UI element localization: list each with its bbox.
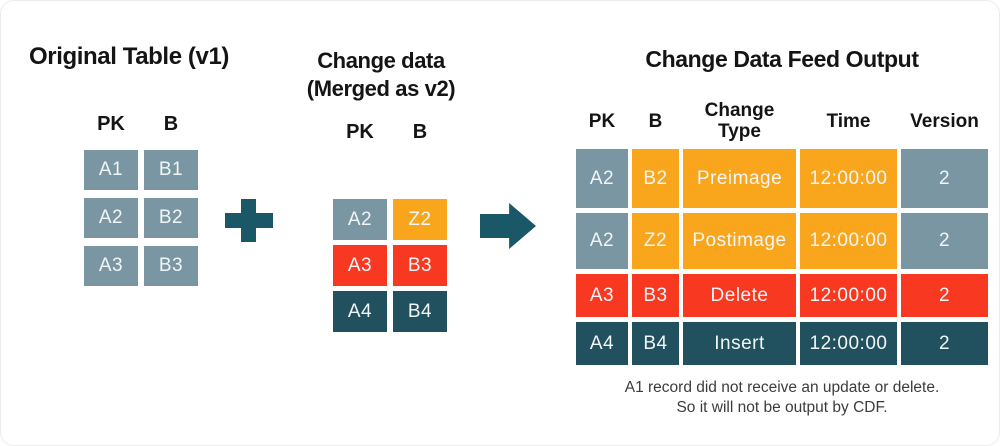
footnote-line-2: So it will not be output by CDF.: [676, 398, 888, 416]
footnote: A1 record did not receive an update or d…: [576, 378, 988, 417]
column-header-b: B: [648, 110, 663, 132]
column-header-pk: PK: [346, 120, 374, 143]
table-cell: A2: [576, 213, 628, 269]
change-data-title-line2: (Merged as v2): [306, 76, 456, 101]
table-cell: B1: [144, 150, 198, 190]
table-cell: B4: [393, 291, 447, 332]
change-data-title-line1: Change data: [317, 48, 445, 73]
table-cell: B3: [144, 246, 198, 286]
table-cell: A4: [333, 291, 387, 332]
original-table-column-headers: PK B: [84, 111, 198, 137]
change-data-title: Change data (Merged as v2): [286, 47, 476, 103]
column-header-time: Time: [826, 110, 871, 132]
table-cell: B3: [393, 245, 447, 286]
column-header-pk: PK: [97, 112, 125, 135]
table-cell: A2: [333, 199, 387, 240]
change-data-column-headers: PK B: [333, 119, 447, 145]
table-cell: B2: [144, 198, 198, 238]
table-cell: B2: [632, 149, 679, 208]
table-cell: A1: [84, 150, 138, 190]
table-cell: B3: [632, 274, 679, 317]
original-table: A1 B1 A2 B2 A3 B3: [84, 150, 198, 286]
cdf-output-column-headers: PK B Change Type Time Version: [576, 98, 988, 144]
cdf-output-table: A2 B2 Preimage 12:00:00 2 A2 Z2 Postimag…: [576, 149, 988, 365]
table-cell: 2: [901, 213, 988, 269]
column-header-change-type: Change Type: [704, 100, 775, 142]
table-cell: A3: [576, 274, 628, 317]
footnote-line-1: A1 record did not receive an update or d…: [624, 379, 940, 396]
table-cell: Insert: [683, 322, 796, 365]
table-cell: 12:00:00: [800, 149, 897, 208]
table-cell: 2: [901, 322, 988, 365]
original-table-title: Original Table (v1): [29, 43, 229, 70]
table-cell: Delete: [683, 274, 796, 317]
table-cell: B4: [632, 322, 679, 365]
table-cell: Z2: [632, 213, 679, 269]
column-header-version: Version: [910, 110, 979, 132]
arrow-right-icon: [480, 203, 536, 249]
cdf-output-title: Change Data Feed Output: [645, 46, 919, 72]
table-cell: Preimage: [683, 149, 796, 208]
column-header-b: B: [412, 120, 428, 143]
table-cell: A4: [576, 322, 628, 365]
column-header-pk: PK: [588, 110, 616, 132]
change-data-table: A2 Z2 A3 B3 A4 B4: [333, 199, 447, 332]
table-cell: A3: [84, 246, 138, 286]
table-cell: Postimage: [683, 213, 796, 269]
column-header-b: B: [163, 112, 179, 135]
table-cell: 12:00:00: [800, 213, 897, 269]
table-cell: Z2: [393, 199, 447, 240]
table-cell: 12:00:00: [800, 274, 897, 317]
table-cell: A2: [84, 198, 138, 238]
table-cell: 12:00:00: [800, 322, 897, 365]
table-cell: 2: [901, 274, 988, 317]
plus-icon-bar: [241, 199, 256, 242]
table-cell: A3: [333, 245, 387, 286]
table-cell: 2: [901, 149, 988, 208]
table-cell: A2: [576, 149, 628, 208]
plus-icon: [225, 199, 273, 242]
